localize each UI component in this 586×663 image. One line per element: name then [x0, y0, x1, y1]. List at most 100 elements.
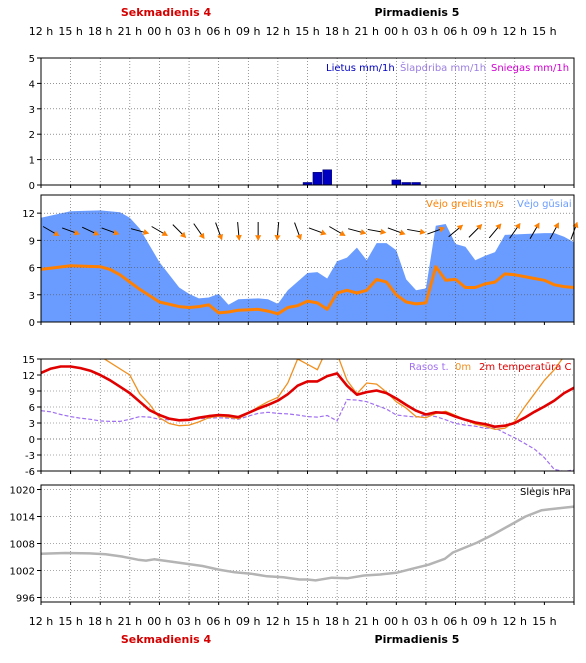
y-tick-label: 12: [22, 209, 35, 220]
wind-arrow-head: [92, 229, 100, 236]
y-tick-label: 996: [16, 594, 35, 605]
rain-bar: [312, 172, 323, 186]
x-tick-label-bottom: 18 h: [88, 615, 112, 628]
y-tick-label: 3: [29, 291, 35, 302]
y-tick-label: 12: [22, 371, 35, 382]
legend-dew-point: Rasos t.: [409, 362, 449, 373]
x-tick-label-bottom: 09 h: [236, 615, 260, 628]
wind-direction-arrow: [294, 222, 302, 241]
x-tick-label-top: 06 h: [206, 25, 230, 38]
wind-arrow-head: [113, 229, 120, 236]
x-tick-label-bottom: 15 h: [58, 615, 82, 628]
x-tick-label-bottom: 12 h: [29, 615, 53, 628]
wind-arrow-head: [235, 234, 242, 241]
y-tick-label: 9: [29, 387, 35, 398]
wind-arrow-head: [438, 226, 446, 233]
y-tick-label: 3: [29, 419, 35, 430]
wind-arrow-head: [255, 235, 262, 241]
y-tick-label: 2: [29, 130, 35, 141]
pressure-panel: 996 1002 1008 1014 1020 Slėgis hPa: [10, 484, 575, 605]
pressure-line: [40, 505, 575, 582]
rain-bar: [391, 179, 402, 186]
wind-arrow-head: [274, 234, 281, 241]
wind-direction-arrow: [468, 224, 483, 238]
legend-ground-temp: 0m: [455, 362, 471, 373]
wind-direction-arrow: [509, 222, 521, 239]
x-tick-label-top: 09 h: [473, 25, 497, 38]
wind-arrow-head: [360, 229, 367, 236]
x-tick-label-bottom: 12 h: [503, 615, 527, 628]
legend-sleet: Šlapdriba mm/1h: [400, 61, 486, 74]
wind-arrow-head: [198, 232, 205, 240]
x-tick-label-bottom: 03 h: [177, 615, 201, 628]
y-tick-label: 15: [22, 355, 35, 366]
x-tick-label-bottom: 21 h: [118, 615, 142, 628]
wind-speed-line: [40, 264, 575, 316]
wind-direction-arrow: [488, 223, 502, 239]
y-tick-label: 5: [29, 54, 35, 65]
y-tick-label: 1008: [10, 540, 35, 551]
wind-arrow-head: [296, 233, 302, 241]
wind-arrow-head: [179, 231, 187, 238]
x-tick-label-top: 15 h: [295, 25, 319, 38]
x-tick-label-bottom: 18 h: [325, 615, 349, 628]
wind-arrow-head: [553, 222, 559, 229]
wind-direction-arrow: [172, 224, 187, 238]
y-tick-label: -6: [25, 467, 35, 478]
wind-direction-arrow: [348, 228, 367, 236]
x-axis-top: 12 h 15 h 18 h 21 h 00 h 03 h 06 h 09 h 12 h 15 h…: [29, 25, 557, 38]
x-axis-bottom: 12 h 15 h 18 h 21 h 00 h 03 h 06 h 09 h 12 h 15 h…: [29, 615, 557, 628]
wind-direction-arrow: [308, 227, 327, 236]
x-tick-label-top: 03 h: [414, 25, 438, 38]
x-tick-label-bottom: 21 h: [354, 615, 378, 628]
wind-direction-arrow: [193, 223, 205, 240]
wind-arrow-head: [142, 229, 150, 236]
x-tick-label-top: 18 h: [88, 25, 112, 38]
y-tick-label: -3: [25, 451, 35, 462]
wind-arrow-head: [399, 229, 406, 236]
wind-arrow-head: [419, 228, 426, 235]
x-tick-label-bottom: 00 h: [147, 615, 171, 628]
wind-gust-area: [41, 210, 574, 322]
wind-direction-arrow: [255, 222, 262, 241]
wind-direction-arrow: [274, 221, 281, 241]
x-tick-label-bottom: 12 h: [266, 615, 290, 628]
y-tick-label: 1020: [10, 486, 35, 497]
day-label-bottom-1: Sekmadienis 4: [121, 633, 212, 646]
x-tick-label-top: 18 h: [325, 25, 349, 38]
wind-direction-arrow: [42, 226, 60, 236]
x-tick-label-top: 09 h: [236, 25, 260, 38]
wind-direction-arrow: [101, 227, 120, 236]
wind-direction-arrow: [367, 228, 387, 235]
wind-direction-arrow: [151, 226, 168, 236]
wind-direction-arrow: [549, 222, 559, 240]
day-label-top-1: Sekmadienis 4: [121, 6, 212, 19]
x-tick-label-bottom: 15 h: [532, 615, 556, 628]
temperature-panel: -6 -3 0 3 6 9 12 15 Rasos t. 0m 2m temperatūra …: [22, 355, 575, 478]
wind-direction-arrow: [81, 226, 100, 236]
x-tick-label-top: 21 h: [118, 25, 142, 38]
precipitation-panel: 0 1 2 3 4 5 Lietus mm/1h Šlapdriba mm/1h Snie…: [29, 54, 575, 192]
y-tick-label: 3: [29, 105, 35, 116]
x-tick-label-top: 12 h: [29, 25, 53, 38]
wind-direction-arrow: [448, 224, 464, 238]
day-label-bottom-2: Pirmadienis 5: [375, 633, 460, 646]
wind-direction-arrow: [427, 226, 446, 235]
legend-snow: Sniegas mm/1h: [491, 63, 569, 74]
legend-pressure: Slėgis hPa: [520, 487, 571, 498]
wind-direction-arrow: [407, 228, 426, 235]
y-tick-label: 6: [29, 403, 35, 414]
plot-frame: [40, 358, 575, 472]
y-tick-label: 0: [29, 181, 35, 192]
x-tick-label-top: 06 h: [443, 25, 467, 38]
wind-direction-arrow: [215, 222, 223, 241]
x-tick-label-top: 15 h: [532, 25, 556, 38]
legend-wind-gust: Vėjo gūsiai: [517, 199, 572, 210]
x-tick-label-top: 00 h: [147, 25, 171, 38]
wind-arrow-head: [52, 230, 60, 236]
y-tick-label: 9: [29, 236, 35, 247]
y-tick-label: 0: [29, 318, 35, 329]
legend-air-temp: 2m temperatūra C: [479, 362, 572, 373]
y-tick-label: 1002: [10, 567, 35, 578]
